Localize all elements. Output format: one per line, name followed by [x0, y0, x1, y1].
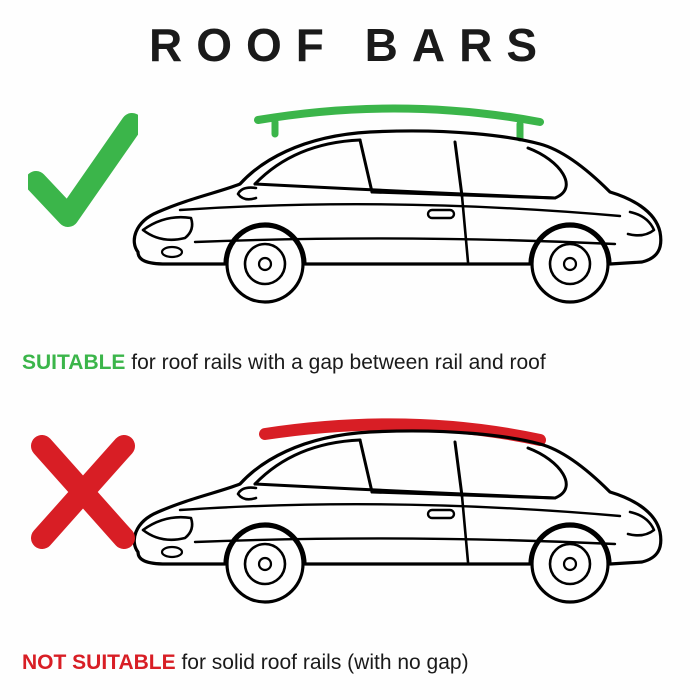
wheel-rear-hub: [550, 244, 590, 284]
panel-suitable: SUITABLE for roof rails with a gap betwe…: [0, 82, 700, 382]
car-svg-suitable: [110, 92, 670, 322]
b-pillar: [455, 142, 462, 196]
car-not-suitable: [110, 392, 670, 622]
page-title: ROOF BARS: [0, 0, 700, 82]
window-split: [360, 440, 372, 492]
wheel-rear-cap: [564, 558, 576, 570]
wheel-front: [227, 226, 303, 302]
car-svg-not-suitable: [110, 392, 670, 622]
wheel-rear-hub: [550, 544, 590, 584]
wheel-rear: [532, 226, 608, 302]
window-split: [360, 140, 372, 192]
wheel-front: [227, 526, 303, 602]
wheel-rear: [532, 526, 608, 602]
body-crease-lower: [195, 538, 615, 544]
front-vent: [162, 247, 182, 257]
car-suitable: [110, 92, 670, 322]
panel-not-suitable: NOT SUITABLE for solid roof rails (with …: [0, 382, 700, 682]
headlight: [143, 217, 192, 240]
wheel-front-cap: [259, 258, 271, 270]
wheel-front-cap: [259, 558, 271, 570]
caption-suitable: SUITABLE for roof rails with a gap betwe…: [22, 350, 690, 376]
b-pillar: [455, 442, 462, 496]
side-mirror: [238, 188, 256, 200]
caption-not-suitable-rest: for solid roof rails (with no gap): [176, 651, 469, 674]
caption-suitable-accent: SUITABLE: [22, 351, 125, 374]
windshield: [255, 440, 360, 484]
body-crease-upper: [180, 504, 620, 516]
check-icon: [28, 112, 138, 232]
wheel-rear-cap: [564, 258, 576, 270]
window-belt: [255, 184, 555, 198]
caption-not-suitable-accent: NOT SUITABLE: [22, 651, 176, 674]
car-outline: [134, 131, 661, 264]
caption-not-suitable: NOT SUITABLE for solid roof rails (with …: [22, 650, 690, 676]
car-outline: [134, 431, 661, 564]
front-vent: [162, 547, 182, 557]
headlight: [143, 517, 192, 540]
body-crease-upper: [180, 204, 620, 216]
window-belt: [255, 484, 555, 498]
door-handle: [428, 210, 454, 218]
side-mirror: [238, 488, 256, 500]
windshield: [255, 140, 360, 184]
cross-icon: [28, 432, 138, 552]
caption-suitable-rest: for roof rails with a gap between rail a…: [125, 351, 545, 374]
body-crease-lower: [195, 238, 615, 244]
roof-rail-raised: [258, 108, 540, 122]
wheel-front-hub: [245, 544, 285, 584]
wheel-front-hub: [245, 244, 285, 284]
door-handle: [428, 510, 454, 518]
